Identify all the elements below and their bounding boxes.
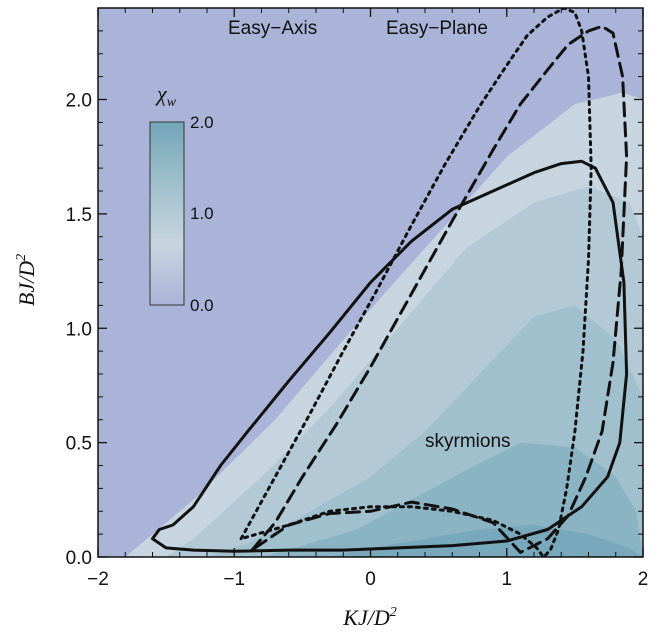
y-tick-label: 0.5 — [66, 434, 92, 455]
y-tick-label: 2.0 — [66, 91, 92, 112]
contour-lines — [151, 8, 629, 557]
y-tick-label: 0.0 — [66, 548, 92, 569]
x-tick-label: −2 — [87, 569, 109, 590]
series-line-dotted — [239, 8, 593, 557]
colorbar-title: χw — [155, 81, 177, 110]
annotation-skyrmions: skyrmions — [425, 431, 511, 452]
x-axis-label-sup: 2 — [390, 605, 397, 620]
x-axis-label: KJ/D2 — [342, 605, 396, 630]
colorbar-tick-top: 2.0 — [190, 113, 214, 132]
heat-region-4 — [329, 525, 643, 557]
x-tick-label: 2 — [638, 569, 649, 590]
colorbar-title-sub: w — [167, 95, 177, 110]
y-axis-label: BJ/D2 — [14, 254, 39, 306]
series-line-solid — [151, 159, 629, 553]
heatmap-regions — [125, 92, 643, 557]
x-tick-label: 1 — [501, 569, 512, 590]
y-tick-label: 1.5 — [66, 205, 92, 226]
colorbar: χw 2.0 1.0 0.0 — [149, 81, 214, 315]
x-tick-label: 0 — [365, 569, 376, 590]
y-tick-label: 1.0 — [66, 319, 92, 340]
y-axis-label-sup: 2 — [14, 254, 29, 261]
annotation-easy-axis: Easy−Axis — [228, 18, 317, 39]
axis-ticks: −2 −1 0 1 2 0.0 0.5 1.0 1.5 2.0 — [66, 7, 649, 590]
x-tick-label: −1 — [223, 569, 245, 590]
colorbar-tick-mid: 1.0 — [190, 204, 214, 223]
annotation-easy-plane: Easy−Plane — [386, 18, 488, 39]
colorbar-tick-bottom: 0.0 — [190, 296, 214, 315]
series-line-dashed — [250, 24, 629, 554]
colorbar-gradient — [149, 121, 185, 306]
